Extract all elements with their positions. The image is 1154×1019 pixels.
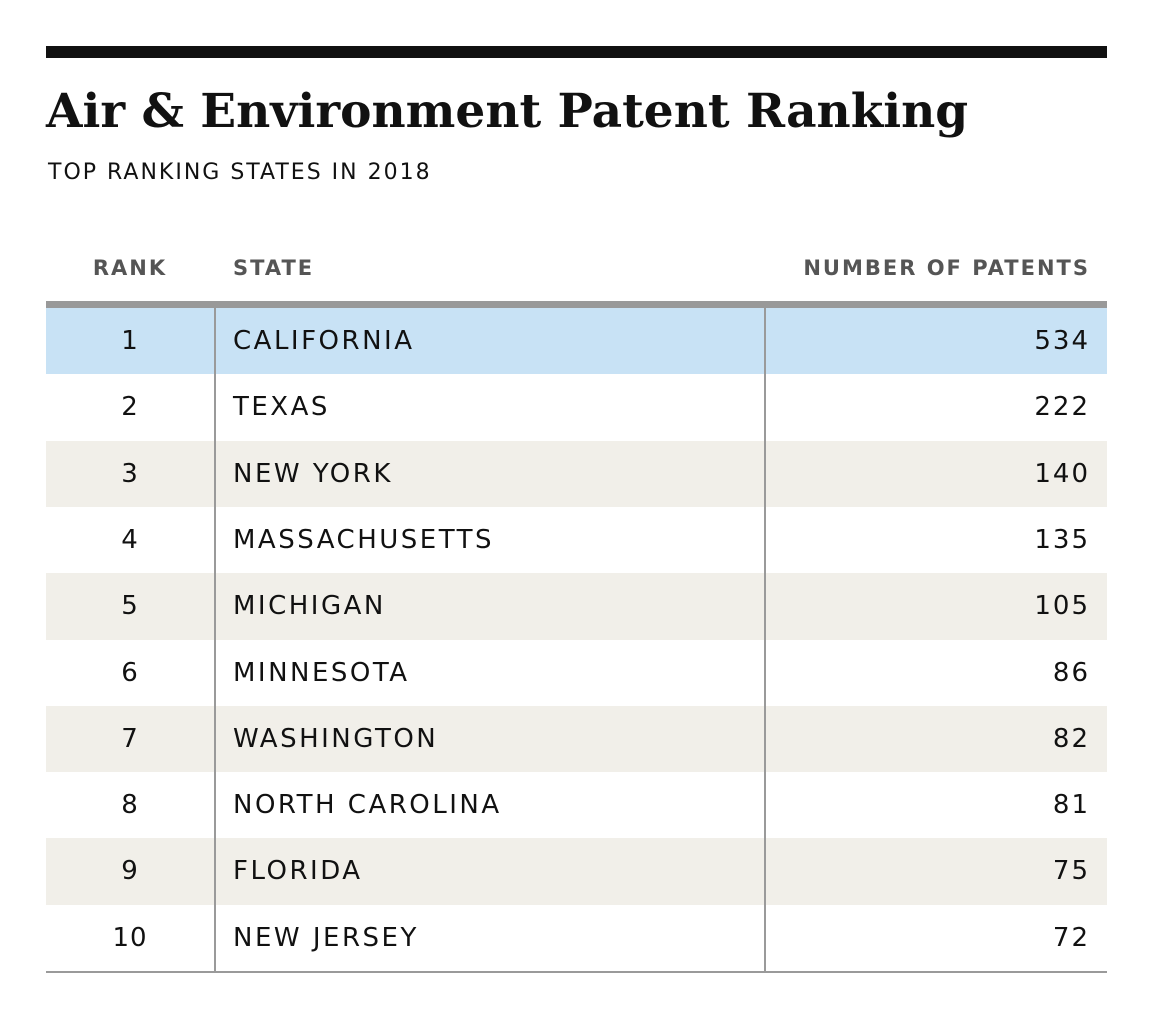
header-rule: [46, 301, 1107, 308]
rank-cell: 5: [121, 591, 139, 622]
chart-subtitle: TOP RANKING STATES IN 2018: [48, 160, 432, 185]
patents-cell: 105: [1034, 591, 1090, 622]
state-cell: NEW JERSEY: [233, 922, 419, 953]
state-cell: MASSACHUSETTS: [233, 524, 495, 555]
patents-cell: 135: [1034, 524, 1090, 555]
state-cell: TEXAS: [233, 392, 330, 423]
patents-cell: 72: [1052, 922, 1090, 953]
state-cell: NORTH CAROLINA: [233, 790, 502, 821]
state-cell: MICHIGAN: [233, 591, 386, 622]
table-row: 6 MINNESOTA 86: [46, 639, 1107, 707]
state-cell: NEW YORK: [233, 458, 393, 489]
patents-cell: 534: [1034, 326, 1090, 356]
table-row: 2 TEXAS 222: [46, 374, 1107, 442]
rank-cell: 4: [121, 524, 139, 555]
state-cell: CALIFORNIA: [233, 326, 415, 356]
rank-cell: 3: [121, 458, 139, 489]
rank-cell: 8: [121, 790, 139, 821]
column-header-number-of-patents: NUMBER OF PATENTS: [803, 256, 1090, 280]
patents-cell: 75: [1052, 856, 1090, 887]
table-body: 1 CALIFORNIA 534 2 TEXAS 222 3 NEW YORK 140 4 MASS…: [46, 308, 1107, 972]
table-row: 8 NORTH CAROLINA 81: [46, 772, 1107, 840]
state-cell: FLORIDA: [233, 856, 363, 887]
table-row: 4 MASSACHUSETTS 135: [46, 506, 1107, 574]
patents-cell: 222: [1034, 392, 1090, 423]
patents-cell: 82: [1052, 723, 1090, 754]
rank-cell: 7: [121, 723, 139, 754]
ranking-table: 1 CALIFORNIA 534 2 TEXAS 222 3 NEW YORK 140 4 MASS…: [46, 301, 1107, 973]
patents-cell: 81: [1052, 790, 1090, 821]
column-header-state: STATE: [233, 256, 315, 280]
rank-cell: 1: [121, 326, 139, 356]
patents-cell: 140: [1034, 458, 1090, 489]
table-row: 5 MICHIGAN 105: [46, 573, 1107, 641]
state-cell: MINNESOTA: [233, 657, 410, 688]
table-row: 10 NEW JERSEY 72: [46, 904, 1107, 972]
table-header: RANK STATE NUMBER OF PATENTS: [46, 248, 1107, 288]
table-row: 3 NEW YORK 140: [46, 440, 1107, 508]
rank-cell: 9: [121, 856, 139, 887]
column-divider-state-patents: [764, 308, 766, 971]
rank-cell: 2: [121, 392, 139, 423]
chart-title: Air & Environment Patent Ranking: [46, 84, 969, 139]
table-row: 1 CALIFORNIA 534: [46, 308, 1107, 375]
state-cell: WASHINGTON: [233, 723, 439, 754]
rank-cell: 6: [121, 657, 139, 688]
column-divider-rank-state: [214, 308, 216, 971]
table-row: 7 WASHINGTON 82: [46, 705, 1107, 773]
top-rule: [46, 46, 1107, 58]
table-row: 9 FLORIDA 75: [46, 838, 1107, 906]
patents-cell: 86: [1052, 657, 1090, 688]
bottom-rule: [46, 971, 1107, 973]
column-header-rank: RANK: [92, 256, 168, 280]
rank-cell: 10: [112, 922, 148, 953]
